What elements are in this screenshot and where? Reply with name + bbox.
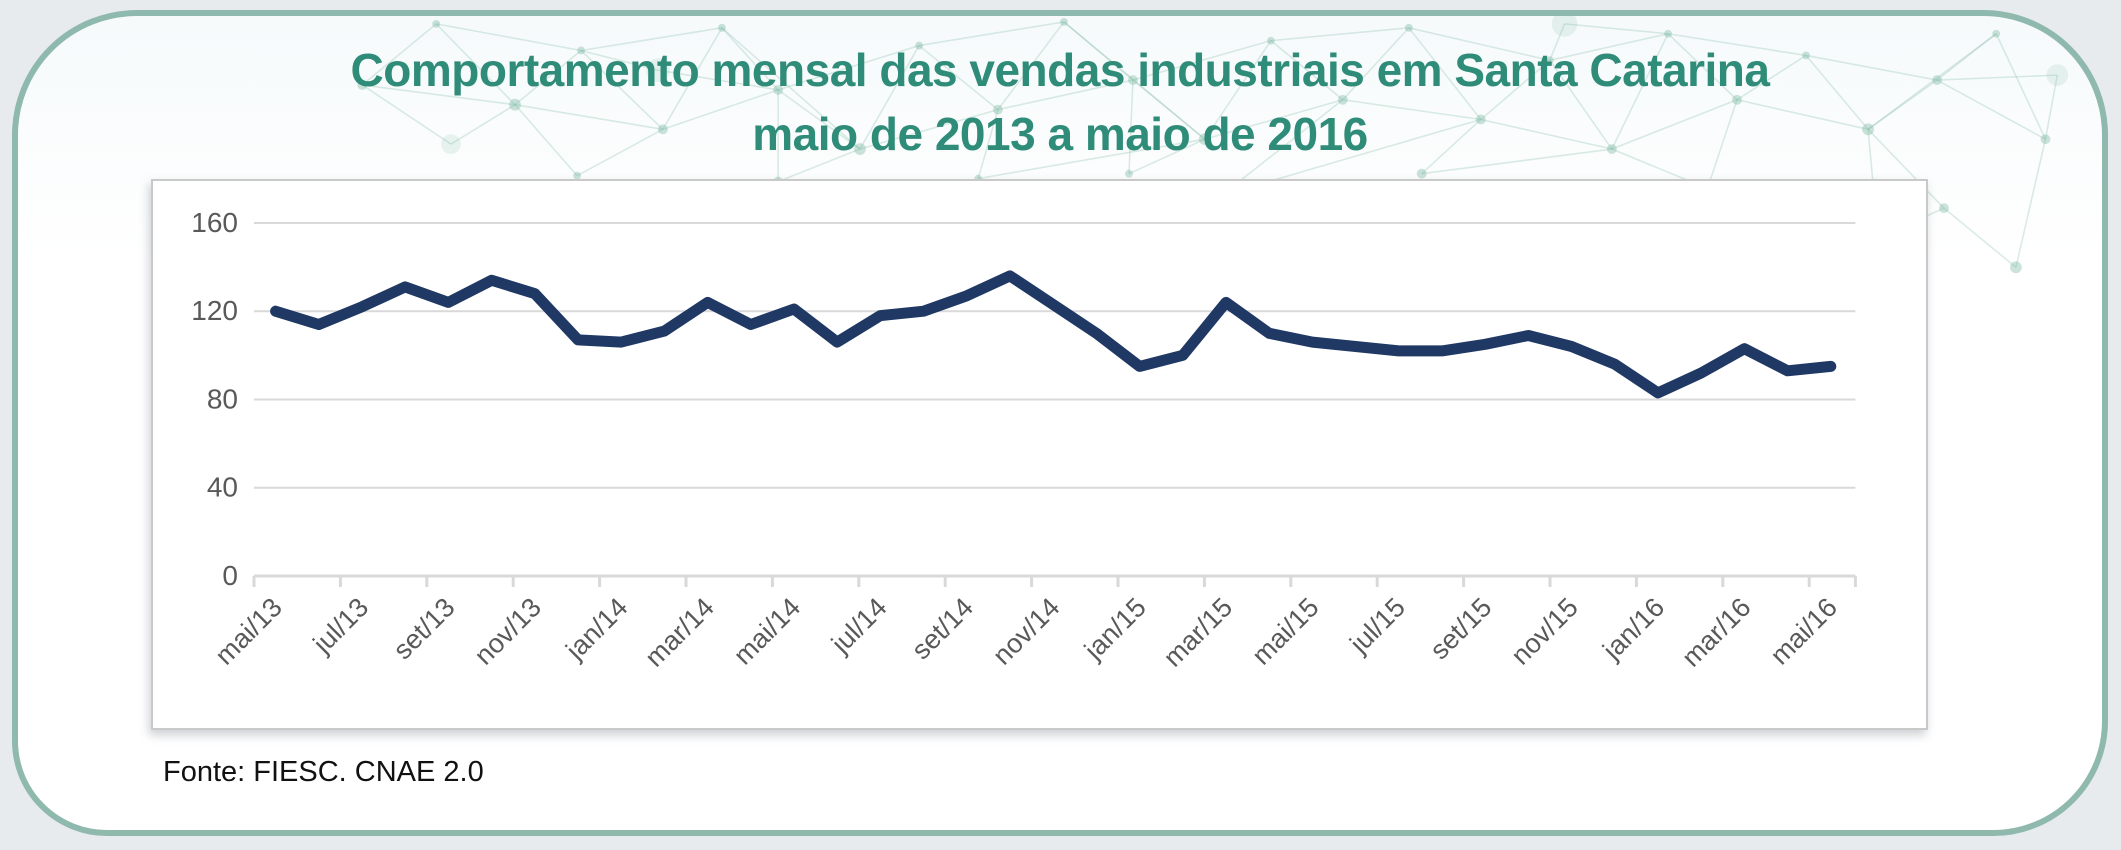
chart-title-line2: maio de 2013 a maio de 2016	[752, 108, 1368, 160]
mesh-node	[432, 19, 441, 28]
y-tick-label: 160	[191, 207, 238, 238]
chart-title: Comportamento mensal das vendas industri…	[18, 38, 2102, 166]
x-tick-label: mar/15	[1158, 592, 1239, 673]
x-tick-label: nov/13	[468, 592, 547, 671]
chart-plot-card: 0 40 80 120 160 mai/13 jul/13 set/13 nov/13 jan/1…	[151, 179, 1928, 730]
x-tick-label: set/13	[387, 592, 460, 665]
y-tick-label: 120	[191, 295, 238, 326]
x-tick-label: set/15	[1424, 592, 1497, 665]
x-tick-label: jul/14	[825, 592, 893, 660]
mesh-edge	[1943, 207, 2017, 268]
mesh-node	[718, 23, 726, 32]
x-tick-label: nov/14	[987, 592, 1066, 671]
mesh-node	[1939, 203, 1949, 214]
mesh-node	[1125, 169, 1133, 178]
mesh-node	[1992, 29, 2001, 38]
x-tick-label: mai/15	[1246, 592, 1325, 671]
sales-series-line	[270, 270, 1837, 399]
x-tick-label: mai/14	[728, 592, 807, 671]
mesh-node	[1664, 29, 1672, 38]
x-tick-label: jan/15	[1078, 592, 1152, 666]
x-tick-label: mai/13	[209, 592, 288, 671]
x-tick-label: set/14	[906, 592, 979, 665]
mesh-node	[2009, 261, 2022, 274]
mesh-node	[1416, 168, 1427, 179]
x-tick-label: jan/16	[1596, 592, 1670, 666]
mesh-node	[1551, 16, 1578, 37]
x-tick-label: jan/14	[559, 592, 633, 666]
x-tick-label: jul/15	[1343, 592, 1411, 660]
y-tick-label: 0	[222, 560, 238, 591]
x-tick-label: mar/16	[1676, 592, 1757, 673]
slide-frame: Comportamento mensal das vendas industri…	[12, 10, 2108, 836]
x-tick-label: nov/15	[1505, 592, 1584, 671]
x-tick-label: jul/13	[307, 592, 375, 660]
mesh-edge	[1564, 23, 1669, 35]
y-tick-label: 80	[207, 383, 238, 414]
y-tick-label: 40	[207, 472, 238, 503]
x-tick-label: mar/14	[639, 592, 720, 673]
x-tick-label: mai/16	[1765, 592, 1844, 671]
mesh-node	[1404, 23, 1413, 32]
chart-title-line1: Comportamento mensal das vendas industri…	[350, 44, 1770, 96]
source-note: Fonte: FIESC. CNAE 2.0	[163, 756, 484, 788]
mesh-node	[1060, 17, 1068, 26]
